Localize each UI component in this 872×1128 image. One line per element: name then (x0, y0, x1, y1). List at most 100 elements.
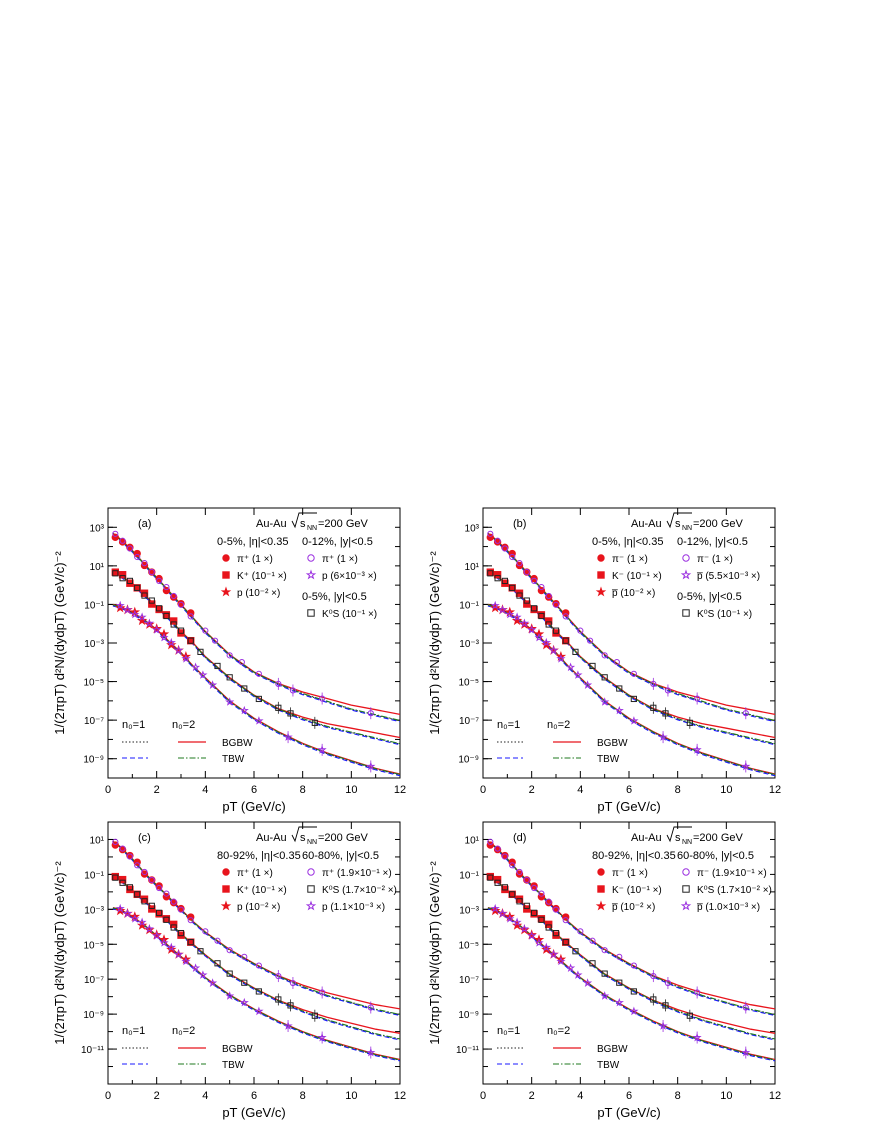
legend-tbw: TBW (222, 1060, 245, 1071)
x-axis-label: pT (GeV/c) (597, 799, 660, 814)
data-point-filled (136, 919, 148, 930)
data-point-open (577, 627, 584, 634)
x-tick-label: 12 (769, 784, 781, 796)
data-point-open (134, 584, 141, 591)
energy-label: =200 GeV (318, 518, 369, 530)
data-point-open (582, 978, 593, 987)
data-point-open (170, 592, 177, 600)
data-point-open (144, 618, 155, 628)
y-axis-label: 1/(2πpT) d²N/(dydpT) (GeV/c)⁻² (52, 551, 67, 735)
legend-entry-label: K⁻ (10⁻¹ ×) (612, 571, 662, 582)
legend-marker (595, 586, 607, 597)
tbw-curve (112, 533, 400, 722)
data-point-open (630, 695, 637, 703)
data-point-open (177, 627, 185, 634)
tbw-n1-curve (112, 572, 400, 746)
data-point-open (211, 637, 219, 644)
legend-entry-label: π⁻ (1 ×) (612, 868, 648, 879)
tbw-curve (487, 841, 775, 1016)
model-legend: n₀=1 n₀=2 BGBW TBW (497, 719, 628, 765)
data-point-open (197, 948, 204, 955)
data-point-open (115, 600, 125, 610)
data-point-open (163, 890, 170, 897)
data-point-filled (523, 905, 531, 913)
legend-n0-2: n₀=2 (547, 1025, 570, 1037)
y-tick-label: 10⁻⁵ (83, 678, 104, 689)
y-tick-label: 10⁻⁵ (83, 940, 104, 951)
data-point-filled (537, 893, 546, 901)
x-tick-label: 2 (154, 784, 160, 796)
plot-area (111, 530, 400, 777)
data-point-open (156, 577, 163, 585)
data-point-open (225, 991, 235, 1000)
data-point-filled (486, 568, 495, 576)
data-point-open (137, 612, 147, 622)
x-tick-label: 2 (154, 1090, 160, 1102)
data-point-open (187, 939, 194, 946)
data-point-open (552, 906, 560, 913)
plot-area (111, 838, 400, 1062)
data-point-open (119, 879, 126, 886)
data-point-open (523, 568, 530, 576)
tbw-n1-curve (487, 842, 775, 1017)
data-point-open (239, 997, 249, 1007)
data-point-open (207, 680, 218, 689)
data-point-open (601, 970, 608, 977)
energy-label: =200 GeV (693, 832, 744, 844)
sqrt-symbol (666, 826, 692, 843)
data-point-open (572, 948, 579, 955)
data-point-filled (162, 611, 171, 619)
data-point-open (119, 537, 126, 544)
legend-group-title: 60-80%, |y|<0.5 (677, 850, 754, 862)
data-point-filled (177, 931, 185, 939)
data-point-filled (133, 858, 141, 866)
legend-marker (680, 900, 692, 911)
x-tick-label: 6 (626, 784, 632, 796)
legend-n0-1: n₀=1 (122, 719, 145, 731)
data-point-filled (541, 639, 552, 650)
sqrt-s-subscript: NN (682, 525, 692, 532)
system-name: Au-Au (631, 518, 662, 530)
legend-marker (220, 900, 232, 911)
bgbw-n1-curve (112, 571, 400, 745)
data-point-filled (126, 885, 134, 894)
data-point-filled (530, 882, 538, 890)
data-point-open (531, 884, 538, 892)
data-point-open (613, 658, 620, 666)
data-point-open (629, 716, 639, 725)
data-point-open (629, 1006, 639, 1016)
data-point-open (501, 884, 508, 891)
x-axis-label: pT (GeV/c) (597, 1105, 660, 1120)
panel-c: 0 2 4 6 8 10 12 pT (GeV/c) 10¹ 10⁻¹ 10⁻³ 10⁻⁵ 10⁻⁷ 10… (52, 821, 406, 1120)
data-point-open (616, 953, 623, 960)
data-point-open (190, 963, 201, 972)
data-point-open (122, 605, 133, 614)
data-point-open (586, 637, 594, 644)
data-point-filled (545, 617, 553, 625)
x-tick-label: 4 (202, 784, 208, 796)
tbw-curve (487, 533, 775, 722)
y-tick-label: 10¹ (465, 562, 480, 573)
data-point-open (549, 645, 559, 655)
legend-marker (597, 554, 605, 562)
data-point-open (497, 908, 508, 918)
y-tick-label: 10⁻¹ (459, 600, 479, 611)
data-point-open (112, 570, 119, 577)
data-point-open (531, 577, 538, 585)
x-tick-label: 2 (529, 1090, 535, 1102)
legend-marker (305, 569, 317, 580)
data-legend: 0-5%, |η|<0.35 π⁻ (1 ×) K⁻ (10⁻¹ ×) p̅ (10⁻… (592, 536, 760, 620)
data-point-open (202, 928, 209, 935)
legend-entry-label: π⁺ (1.9×10⁻¹ ×) (322, 868, 392, 879)
data-point-open (565, 963, 576, 972)
legend-marker (595, 900, 607, 911)
legend-bgbw: BGBW (597, 1044, 628, 1055)
sqrt-s-label: s (300, 518, 306, 530)
data-point-open (589, 662, 596, 670)
legend-marker (307, 885, 315, 893)
panel-label: (d) (513, 832, 526, 844)
data-point-open (512, 917, 522, 927)
data-point-open (177, 906, 185, 913)
y-tick-label: 10⁻⁷ (84, 975, 104, 986)
data-point-filled (515, 870, 524, 878)
